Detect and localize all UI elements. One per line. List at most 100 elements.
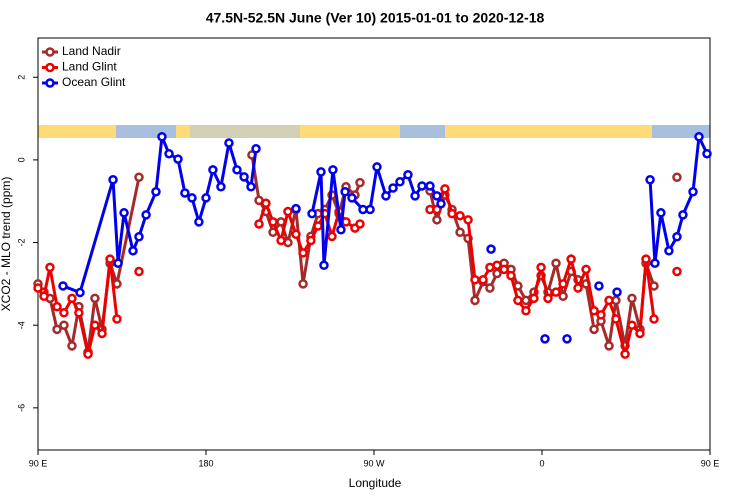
- data-point: [336, 224, 346, 235]
- data-point: [551, 258, 561, 268]
- data-point: [596, 310, 606, 320]
- x-tick-label: 90 E: [701, 458, 720, 468]
- data-point: [328, 165, 338, 175]
- y-tick-label: 0: [16, 157, 26, 162]
- data-point: [58, 281, 68, 291]
- data-point: [594, 281, 604, 291]
- data-point: [112, 279, 122, 289]
- data-point: [283, 206, 293, 217]
- data-point: [355, 219, 365, 229]
- data-point: [566, 254, 576, 264]
- data-point: [180, 188, 190, 198]
- series-line: [62, 131, 709, 295]
- plot-frame: [37, 37, 711, 451]
- data-point: [97, 328, 107, 339]
- data-point: [83, 349, 93, 359]
- data-point: [141, 210, 151, 220]
- data-point: [90, 320, 100, 330]
- data-point: [627, 320, 637, 330]
- data-point: [573, 283, 583, 293]
- data-point: [589, 324, 599, 335]
- data-point: [492, 268, 502, 279]
- data-point: [75, 287, 85, 298]
- series-line: [38, 189, 677, 354]
- data-point: [620, 349, 630, 359]
- data-point: [208, 165, 218, 175]
- data-point: [672, 266, 682, 277]
- legend-marker: [45, 47, 55, 57]
- data-point: [529, 293, 539, 304]
- data-point: [395, 177, 405, 187]
- data-point: [492, 260, 502, 271]
- data-point: [440, 184, 450, 194]
- data-point: [650, 258, 660, 268]
- data-point: [649, 314, 659, 324]
- data-point: [506, 270, 516, 281]
- data-point: [268, 227, 278, 237]
- x-tick-label: 180: [198, 458, 213, 468]
- data-point: [45, 262, 55, 273]
- y-axis-label: XCO2 - MLO trend (ppm): [0, 177, 13, 312]
- data-point: [463, 215, 473, 225]
- data-point: [59, 308, 69, 318]
- data-point: [540, 334, 550, 344]
- data-point: [432, 191, 442, 201]
- data-point: [134, 172, 144, 183]
- data-point: [59, 320, 69, 330]
- data-point: [164, 148, 174, 159]
- data-point: [470, 274, 480, 285]
- data-point: [52, 324, 62, 335]
- data-point: [558, 279, 568, 289]
- data-point: [105, 254, 115, 264]
- data-point: [381, 191, 391, 201]
- data-point: [340, 186, 350, 197]
- data-point: [33, 283, 43, 293]
- data-point: [486, 244, 496, 254]
- data-point: [298, 248, 308, 258]
- data-point: [151, 186, 161, 197]
- data-point: [551, 287, 561, 297]
- data-point: [224, 138, 234, 148]
- data-point: [239, 172, 249, 182]
- data-point: [251, 143, 261, 154]
- data-point: [641, 254, 651, 264]
- data-point: [672, 232, 682, 242]
- data-point: [589, 305, 599, 316]
- data-point: [291, 203, 301, 214]
- x-tick-label: 90 E: [29, 458, 48, 468]
- data-point: [128, 246, 138, 256]
- data-point: [90, 293, 100, 304]
- data-point: [478, 274, 488, 285]
- data-point: [388, 183, 398, 193]
- data-point: [39, 291, 49, 302]
- data-point: [485, 283, 495, 293]
- x-tick-label: 90 W: [363, 458, 385, 468]
- data-point: [52, 301, 62, 312]
- data-point: [268, 217, 278, 227]
- data-point: [656, 208, 666, 218]
- data-point: [694, 132, 704, 142]
- data-point: [74, 308, 84, 318]
- data-point: [187, 193, 197, 203]
- data-point: [447, 208, 457, 219]
- data-point: [521, 305, 531, 316]
- data-point: [417, 181, 427, 191]
- data-point: [543, 293, 553, 304]
- data-point: [201, 193, 211, 203]
- data-point: [649, 281, 659, 291]
- data-point: [562, 334, 572, 344]
- data-point: [194, 217, 204, 227]
- data-point: [604, 295, 614, 306]
- data-point: [470, 295, 480, 306]
- data-point: [276, 235, 286, 246]
- land-ocean-strip: [38, 125, 710, 138]
- legend-marker: [45, 78, 55, 88]
- legend-label: Ocean Glint: [62, 75, 126, 89]
- data-point: [688, 186, 698, 197]
- data-point: [108, 174, 118, 185]
- legend-label: Land Glint: [62, 60, 117, 74]
- data-point: [307, 208, 317, 219]
- chart-title: 47.5N-52.5N June (Ver 10) 2015-01-01 to …: [206, 10, 545, 26]
- data-point: [611, 314, 621, 324]
